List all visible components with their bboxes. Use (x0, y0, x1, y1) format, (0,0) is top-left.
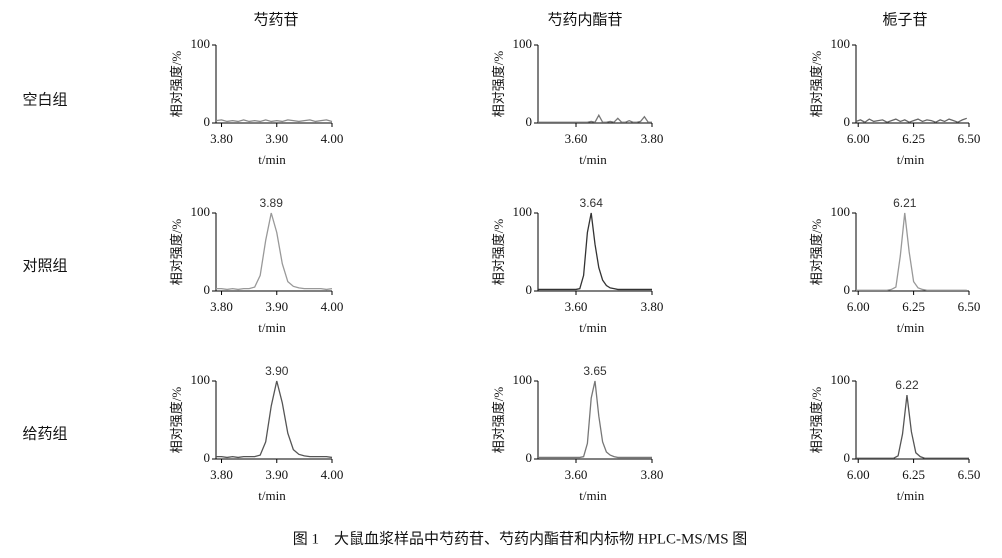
x-tick-label: 3.80 (210, 131, 233, 146)
chromatogram-line (856, 212, 967, 291)
x-tick-label: 6.50 (958, 131, 981, 146)
y-tick-label: 100 (513, 36, 533, 51)
peak-label: 6.22 (895, 378, 919, 392)
x-tick-label: 3.80 (210, 299, 233, 314)
y-tick-label: 0 (844, 282, 851, 297)
y-tick-label: 100 (191, 36, 211, 51)
y-tick-label: 0 (204, 114, 211, 129)
peak-label: 3.64 (580, 196, 604, 210)
x-tick-label: 6.25 (902, 299, 925, 314)
x-axis-label: t/min (897, 488, 925, 503)
x-axis-label: t/min (258, 320, 286, 335)
x-tick-label: 3.60 (565, 131, 588, 146)
chromatogram-line (855, 117, 967, 123)
x-tick-label: 6.25 (902, 467, 925, 482)
x-axis-label: t/min (579, 152, 607, 167)
x-axis-label: t/min (897, 320, 925, 335)
column-title: 芍药苷 (253, 11, 298, 28)
x-tick-label: 3.90 (265, 467, 288, 482)
x-tick-label: 6.50 (958, 467, 981, 482)
y-tick-label: 0 (526, 450, 533, 465)
x-axis-label: t/min (258, 488, 286, 503)
y-axis-label: 相对强度/% (809, 51, 824, 118)
y-tick-label: 100 (191, 372, 211, 387)
y-tick-label: 0 (844, 450, 851, 465)
x-axis-label: t/min (579, 488, 607, 503)
y-axis-label: 相对强度/% (169, 219, 184, 286)
y-tick-label: 100 (831, 36, 851, 51)
x-tick-label: 3.90 (265, 299, 288, 314)
y-tick-label: 100 (831, 372, 851, 387)
y-tick-label: 0 (526, 282, 533, 297)
y-axis-label: 相对强度/% (169, 51, 184, 118)
y-axis-label: 相对强度/% (491, 387, 506, 454)
x-tick-label: 3.60 (565, 467, 588, 482)
y-tick-label: 100 (513, 204, 533, 219)
peak-label: 6.21 (893, 196, 917, 210)
x-tick-label: 6.25 (902, 131, 925, 146)
peak-label: 3.65 (583, 364, 607, 378)
x-tick-label: 6.00 (847, 131, 870, 146)
x-tick-label: 4.00 (321, 467, 344, 482)
x-tick-label: 3.80 (641, 131, 664, 146)
y-axis-label: 相对强度/% (491, 219, 506, 286)
x-tick-label: 4.00 (321, 131, 344, 146)
y-tick-label: 0 (204, 282, 211, 297)
chromatogram-line (538, 380, 652, 459)
column-title: 芍药内酯苷 (547, 11, 622, 28)
chromatogram-line (216, 380, 333, 459)
x-tick-label: 6.50 (958, 299, 981, 314)
x-axis-label: t/min (579, 320, 607, 335)
peak-label: 3.89 (260, 196, 284, 210)
y-axis-label: 相对强度/% (491, 51, 506, 118)
x-tick-label: 6.00 (847, 467, 870, 482)
row-label: 对照组 (22, 257, 67, 274)
x-tick-label: 3.60 (565, 299, 588, 314)
y-tick-label: 0 (204, 450, 211, 465)
chromatogram-line (856, 394, 969, 459)
y-tick-label: 0 (844, 114, 851, 129)
peak-label: 3.90 (265, 364, 289, 378)
chromatogram-line (216, 212, 333, 291)
x-axis-label: t/min (258, 152, 286, 167)
x-tick-label: 3.80 (210, 467, 233, 482)
y-axis-label: 相对强度/% (809, 387, 824, 454)
y-tick-label: 100 (191, 204, 211, 219)
y-axis-label: 相对强度/% (169, 387, 184, 454)
chromatogram-line (215, 119, 333, 123)
x-tick-label: 4.00 (321, 299, 344, 314)
y-tick-label: 0 (526, 114, 533, 129)
chromatogram-line (538, 113, 652, 123)
x-tick-label: 3.80 (641, 467, 664, 482)
x-tick-label: 3.90 (265, 131, 288, 146)
y-axis-label: 相对强度/% (809, 219, 824, 286)
x-tick-label: 6.00 (847, 299, 870, 314)
row-label: 给药组 (22, 425, 67, 442)
chromatogram-line (538, 212, 652, 291)
x-tick-label: 3.80 (641, 299, 664, 314)
caption: 图 1 大鼠血浆样品中芍药苷、芍药内酯苷和内标物 HPLC-MS/MS 图 (293, 529, 748, 547)
x-axis-label: t/min (897, 152, 925, 167)
y-tick-label: 100 (513, 372, 533, 387)
row-label: 空白组 (22, 91, 67, 108)
column-title: 栀子苷 (882, 11, 927, 28)
y-tick-label: 100 (831, 204, 851, 219)
